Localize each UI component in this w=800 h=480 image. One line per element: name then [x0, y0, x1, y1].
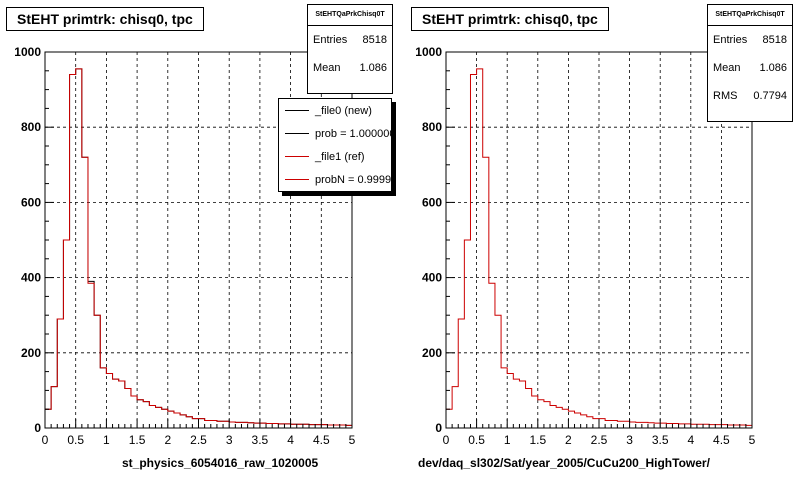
pad1-plot: 0 0.5 1 1.5 2 2.5 3 3.5 4 4.5 5 0 200 400 600 800 1000 [14, 45, 355, 447]
pad1-stats-entries-value: 8518 [362, 34, 387, 46]
pad2-x-tick-label-2: 1 [504, 433, 511, 447]
legend-label-ref: _file1 (ref) [315, 150, 365, 163]
legend-label-new: _file0 (new) [315, 104, 372, 117]
pad2-stats-box: StEHTQaPrkChisq0T Entries 8518 Mean 1.08… [707, 4, 793, 122]
pad2-x-title: dev/daq_sl302/Sat/year_2005/CuCu200_High… [418, 456, 710, 470]
pad2-stats-entries-label: Entries [713, 34, 748, 46]
legend-item-prob: prob = 1.000000 [279, 122, 391, 145]
legend-item-probn: probN = 0.999987 [279, 168, 391, 191]
pad1-x-title: st_physics_6054016_raw_1020005 [122, 456, 319, 470]
pad2-y-tick-label-1: 200 [422, 346, 442, 360]
pad1-y-tick-label-3: 600 [21, 195, 41, 209]
pad1-x-tick-label-0: 0 [42, 433, 49, 447]
legend-item-ref: _file1 (ref) [279, 145, 391, 168]
pad2-x-tick-label-1: 0.5 [468, 433, 485, 447]
pad1-stats-box: StEHTQaPrkChisq0T Entries 8518 Mean 1.08… [307, 4, 393, 94]
legend-line-probn [285, 179, 309, 180]
pad2-stats-row-mean: Mean 1.086 [708, 54, 792, 82]
pad2-stats-row-rms: RMS 0.7794 [708, 82, 792, 110]
pad1-stats-mean-value: 1.086 [359, 62, 387, 74]
pad2-x-tick-label-0: 0 [443, 433, 450, 447]
pad1-x-tick-label-3: 1.5 [129, 433, 146, 447]
pad2-series-0 [445, 68, 753, 428]
pad1-stats-entries-label: Entries [313, 34, 348, 46]
pad1-x-tick-label-4: 2 [164, 433, 171, 447]
pad1-stats-mean-label: Mean [313, 62, 341, 74]
pad1-y-tick-label-1: 200 [21, 346, 41, 360]
pad2-x-tick-label-7: 3.5 [652, 433, 669, 447]
pad1-legend: _file0 (new) prob = 1.000000 _file1 (ref… [278, 98, 392, 192]
pad2-y-tick-label-4: 800 [422, 120, 442, 134]
pad1-x-tick-label-2: 1 [103, 433, 110, 447]
pad1-y-tick-label-5: 1000 [14, 45, 41, 59]
pad2-stats-name: StEHTQaPrkChisq0T [708, 5, 792, 26]
pad1-x-tick-label-10: 5 [349, 433, 356, 447]
pad2-y-tick-label-0: 0 [435, 421, 442, 435]
pad2-y-tick-label-3: 600 [422, 195, 442, 209]
legend-label-probn: probN = 0.999987 [315, 173, 392, 186]
pad1-stats-row-entries: Entries 8518 [308, 26, 392, 54]
pad2-stats-rms-value: 0.7794 [753, 90, 787, 102]
legend-label-prob: prob = 1.000000 [315, 127, 392, 140]
pad2-stats-row-entries: Entries 8518 [708, 26, 792, 54]
pad1-x-tick-label-1: 0.5 [67, 433, 84, 447]
pad2-stats-mean-label: Mean [713, 62, 741, 74]
pad1-y-tick-label-2: 400 [21, 271, 41, 285]
legend-line-ref [285, 156, 309, 157]
pad1-stats-name: StEHTQaPrkChisq0T [308, 5, 392, 26]
pad1-y-tick-label-0: 0 [34, 421, 41, 435]
pad2-stats-mean-value: 1.086 [759, 62, 787, 74]
pad2-y-tick-label-5: 1000 [415, 45, 442, 59]
pad1-x-tick-label-8: 4 [287, 433, 294, 447]
pad1-stats-row-mean: Mean 1.086 [308, 54, 392, 82]
legend-line-new [285, 110, 309, 111]
pad2-x-tick-label-5: 2.5 [591, 433, 608, 447]
pad1-x-tick-label-9: 4.5 [313, 433, 330, 447]
legend-line-prob [285, 133, 309, 134]
pad2-x-tick-label-10: 5 [749, 433, 756, 447]
pad2-x-tick-label-4: 2 [565, 433, 572, 447]
legend-item-new: _file0 (new) [279, 99, 391, 122]
pad2-x-tick-label-8: 4 [687, 433, 694, 447]
pad2-stats-entries-value: 8518 [762, 34, 787, 46]
pad2-title: StEHT primtrk: chisq0, tpc [411, 7, 609, 31]
pad2-x-tick-label-6: 3 [626, 433, 633, 447]
pad1-x-tick-label-6: 3 [226, 433, 233, 447]
pad2-y-tick-label-2: 400 [422, 271, 442, 285]
pad2-x-tick-label-3: 1.5 [529, 433, 546, 447]
pad1-title: StEHT primtrk: chisq0, tpc [6, 7, 204, 31]
pad2-stats-rms-label: RMS [713, 90, 738, 102]
pad2-plot: 0 0.5 1 1.5 2 2.5 3 3.5 4 4.5 5 0 200 400 600 800 1000 [415, 45, 755, 447]
pad1-x-tick-label-7: 3.5 [252, 433, 269, 447]
pad1-x-tick-label-5: 2.5 [190, 433, 207, 447]
pad1-y-tick-label-4: 800 [21, 120, 41, 134]
pad2-x-tick-label-9: 4.5 [713, 433, 730, 447]
